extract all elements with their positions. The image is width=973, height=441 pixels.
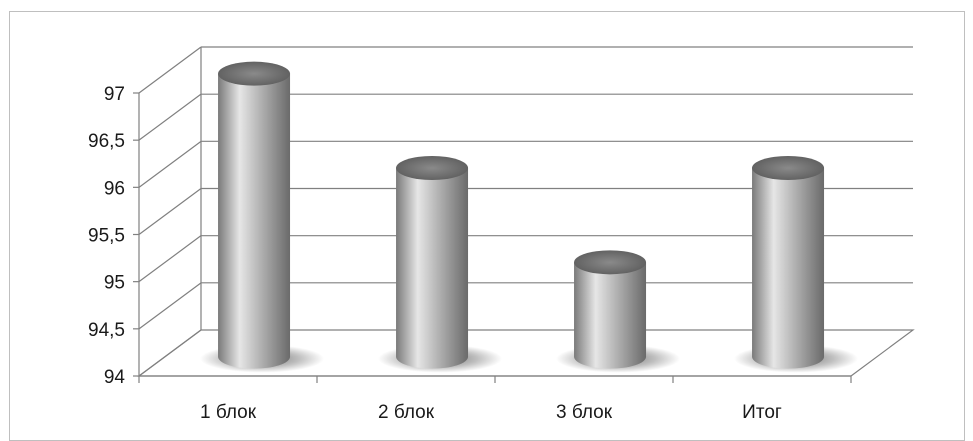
bar-top [574,250,647,275]
y-tick-label: 94,5 [88,320,125,341]
gridline-side [138,235,202,283]
bar-body [752,168,825,369]
bar-top [396,156,469,181]
bar-top [752,156,825,181]
x-category-label: 3 блок [556,402,613,423]
y-axis-tick-labels: 94 94,5 95 95,5 96 96,5 97 [88,84,125,388]
x-category-label: 2 блок [378,402,435,423]
y-tick-label: 94 [104,367,126,388]
bar-4 [734,156,859,373]
gridline-side [138,282,202,330]
y-tick-label: 96 [104,178,125,199]
bar-body [574,262,647,369]
gridline-side [138,46,202,94]
y-tick-label: 96,5 [88,131,125,152]
gridline-side [138,93,202,141]
gridline-side [138,188,202,235]
bar-2 [378,156,503,373]
gridline-side [138,140,202,188]
gridline-side [138,329,202,377]
y-tick-label: 95,5 [88,226,125,247]
bar-1 [200,61,325,373]
y-tick-label: 97 [104,84,125,105]
x-category-label: Итог [742,402,782,423]
bars [200,61,859,373]
bar-body [396,168,469,369]
x-category-label: 1 блок [200,402,257,423]
axes [133,92,852,383]
y-tick-label: 95 [104,273,125,294]
bar-3 [556,250,681,373]
x-axis-category-labels: 1 блок 2 блок 3 блок Итог [200,402,782,423]
bar-top [218,61,291,86]
bar-body [218,73,291,369]
